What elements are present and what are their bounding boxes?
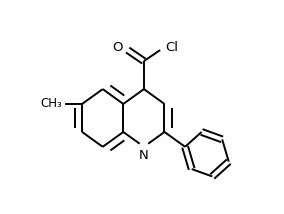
- Text: Cl: Cl: [165, 41, 178, 54]
- Text: N: N: [139, 149, 149, 162]
- Text: CH₃: CH₃: [41, 97, 62, 110]
- Text: O: O: [112, 41, 122, 54]
